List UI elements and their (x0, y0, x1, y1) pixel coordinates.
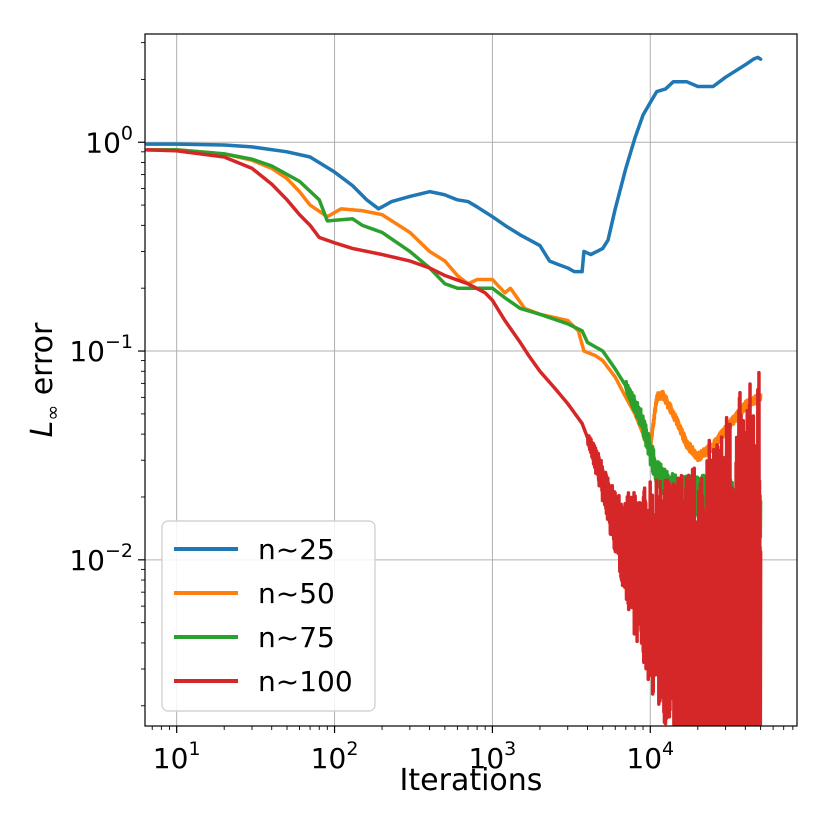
y-tick-label: 10−1 (69, 331, 133, 368)
series-line (145, 148, 763, 463)
axis-ticks: 101 102 103 104 100 10−1 10−2 (69, 42, 794, 775)
x-tick-label: 103 (469, 738, 517, 775)
x-tick-label: 102 (311, 738, 359, 775)
legend-label: n~50 (258, 577, 335, 610)
legend-label: n~100 (258, 665, 353, 698)
y-tick-label: 10−2 (69, 540, 133, 577)
x-axis-label: Iterations (400, 763, 543, 798)
y-axis-label: L∞ error (25, 322, 64, 437)
series-line (145, 148, 763, 553)
legend: n~25 n~50 n~75 n~100 (161, 520, 376, 712)
y-tick-label: 100 (85, 122, 133, 159)
plot-frame (144, 33, 798, 727)
x-tick-label: 101 (153, 738, 201, 775)
legend-label: n~75 (258, 621, 335, 654)
series-lines (145, 55, 763, 726)
series-line (145, 148, 763, 726)
x-tick-label: 104 (626, 738, 674, 775)
legend-label: n~25 (258, 533, 335, 566)
series-line (145, 55, 763, 274)
axis-labels: Iterations L∞ error (25, 322, 542, 798)
legend-box (161, 520, 376, 712)
